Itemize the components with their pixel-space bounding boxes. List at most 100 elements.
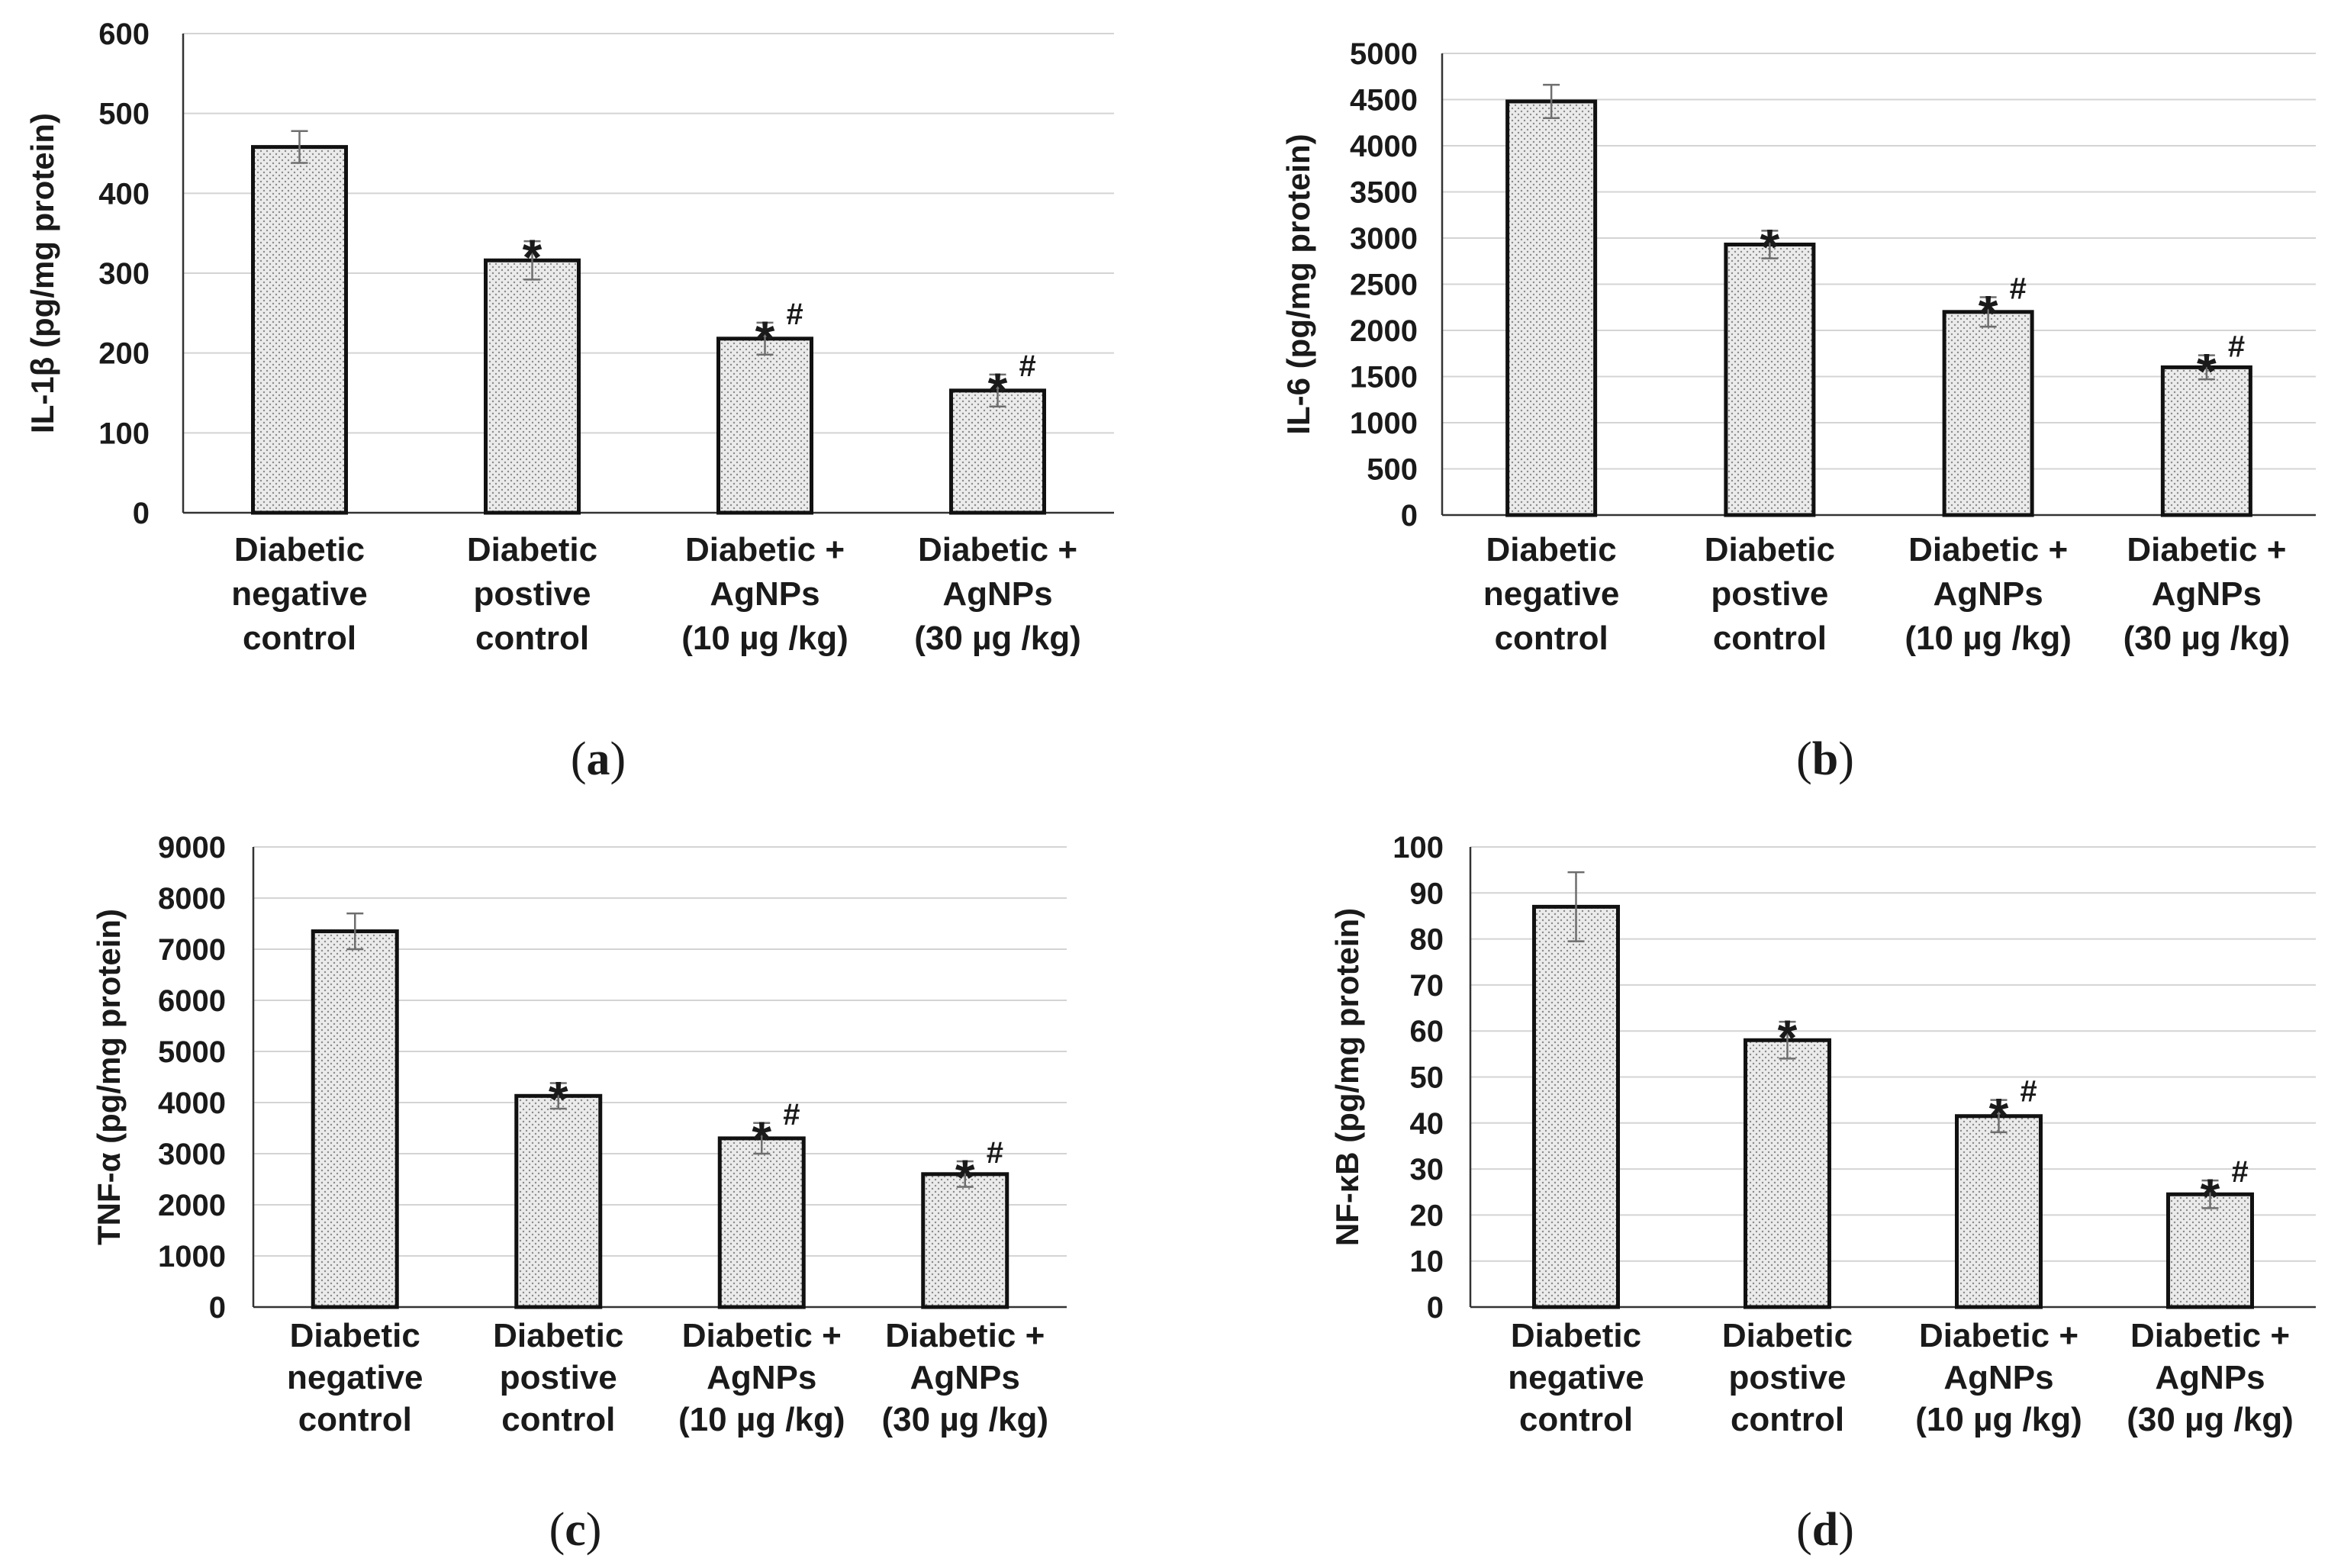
y-tick-label: 5000	[1350, 37, 1418, 71]
x-category-label: (10 µg /kg)	[1905, 620, 2072, 657]
bar	[1744, 1038, 1831, 1309]
y-tick-label: 4000	[1350, 130, 1418, 163]
y-tick-label: 5000	[158, 1035, 226, 1069]
x-category-label: Diabetic	[467, 531, 597, 568]
x-category-label: AgNPs	[710, 575, 819, 613]
y-axis-label: IL-1β (pg/mg protein)	[24, 113, 60, 433]
y-tick-label: 0	[209, 1291, 226, 1325]
significance-hash: #	[783, 1098, 800, 1132]
x-category-label: (30 µg /kg)	[882, 1401, 1049, 1438]
y-tick-label: 0	[1401, 499, 1418, 533]
x-category-label: postive	[473, 575, 591, 613]
panel-label-c: (c)	[549, 1504, 602, 1556]
y-tick-label: 9000	[158, 831, 226, 864]
x-category-label: Diabetic +	[2127, 531, 2286, 568]
x-category-label: Diabetic +	[682, 1317, 842, 1354]
x-category-label: Diabetic +	[1919, 1317, 2078, 1354]
x-category-label: Diabetic	[290, 1317, 420, 1354]
y-tick-label: 300	[98, 257, 150, 291]
x-category-label: (30 µg /kg)	[914, 620, 1081, 657]
chart-panel-d: 0 10 20 30 40 50 60 70 80 90 100 NF-κB (pg/mg prote…	[1329, 831, 2316, 1438]
y-tick-label: 500	[98, 98, 150, 131]
x-category-label: (10 µg /kg)	[1915, 1401, 2082, 1438]
significance-star: *	[1989, 1088, 2009, 1145]
significance-star: *	[988, 362, 1008, 419]
significance-hash: #	[987, 1136, 1003, 1170]
y-axis-label: NF-κB (pg/mg protein)	[1329, 908, 1365, 1246]
y-tick-label: 30	[1410, 1153, 1444, 1186]
x-category-label: negative	[1483, 575, 1620, 613]
y-tick-label: 1000	[1350, 407, 1418, 440]
y-tick-label: 4500	[1350, 84, 1418, 118]
bar	[1955, 1114, 2043, 1309]
x-category-label: control	[475, 620, 589, 657]
significance-hash: #	[2232, 1155, 2249, 1189]
x-category-label: Diabetic +	[2130, 1317, 2290, 1354]
panel-label-a: (a)	[571, 733, 626, 785]
significance-hash: #	[2020, 1075, 2037, 1109]
y-tick-label: 2000	[158, 1189, 226, 1222]
y-tick-label: 10	[1410, 1245, 1444, 1279]
y-tick-label: 100	[1393, 831, 1444, 864]
y-axis-label: TNF-α (pg/mg protein)	[91, 909, 127, 1245]
x-category-label: control	[501, 1401, 615, 1438]
x-category-label: (10 µg /kg)	[681, 620, 848, 657]
bar	[311, 929, 399, 1309]
panel-label-d: (d)	[1796, 1504, 1854, 1556]
significance-hash: #	[1019, 349, 1036, 383]
y-tick-label: 2500	[1350, 269, 1418, 302]
x-category-label: AgNPs	[1943, 1359, 2053, 1396]
y-axis-label: IL-6 (pg/mg protein)	[1280, 134, 1316, 434]
significance-star: *	[2201, 1168, 2220, 1225]
significance-star: *	[752, 1111, 771, 1167]
x-category-label: Diabetic +	[918, 531, 1077, 568]
y-tick-label: 200	[98, 337, 150, 371]
x-category-label: Diabetic	[1705, 531, 1835, 568]
y-tick-label: 1500	[1350, 361, 1418, 394]
y-tick-label: 60	[1410, 1015, 1444, 1048]
significance-star: *	[1760, 218, 1780, 275]
y-tick-label: 8000	[158, 882, 226, 916]
significance-star: *	[955, 1149, 975, 1206]
y-tick-label: 600	[98, 18, 150, 51]
x-category-label: (30 µg /kg)	[2124, 620, 2291, 657]
y-tick-label: 1000	[158, 1240, 226, 1273]
x-category-label: Diabetic	[1486, 531, 1617, 568]
y-tick-label: 3000	[158, 1138, 226, 1171]
bar	[949, 388, 1046, 515]
y-tick-label: 90	[1410, 877, 1444, 910]
x-category-label: AgNPs	[707, 1359, 816, 1396]
significance-star: *	[1979, 285, 1998, 341]
panel-label-b: (b)	[1796, 733, 1854, 785]
y-tick-label: 50	[1410, 1061, 1444, 1095]
x-category-label: postive	[500, 1359, 617, 1396]
bar	[251, 145, 348, 515]
x-category-label: control	[243, 620, 356, 657]
x-category-label: Diabetic +	[685, 531, 845, 568]
y-tick-label: 2000	[1350, 314, 1418, 348]
significance-hash: #	[2228, 330, 2245, 364]
significance-star: *	[755, 311, 775, 367]
significance-star: *	[1778, 1009, 1798, 1066]
x-category-label: (10 µg /kg)	[678, 1401, 845, 1438]
x-category-label: negative	[1508, 1359, 1644, 1396]
significance-star: *	[549, 1071, 568, 1128]
x-category-label: control	[1519, 1401, 1633, 1438]
significance-star: *	[523, 229, 543, 285]
x-category-label: AgNPs	[2152, 575, 2262, 613]
x-category-label: negative	[231, 575, 368, 613]
bar	[1942, 310, 2034, 517]
y-tick-label: 70	[1410, 969, 1444, 1003]
x-category-label: postive	[1711, 575, 1828, 613]
x-category-label: AgNPs	[942, 575, 1052, 613]
x-category-label: Diabetic +	[1908, 531, 2068, 568]
y-tick-label: 6000	[158, 984, 226, 1018]
x-category-label: control	[1495, 620, 1608, 657]
chart-panel-a: 0 100 200 300 400 500 600 IL-1β (pg/mg protein)…	[24, 18, 1114, 657]
bar	[514, 1093, 603, 1309]
y-tick-label: 20	[1410, 1199, 1444, 1232]
x-category-label: Diabetic	[493, 1317, 623, 1354]
x-category-label: AgNPs	[910, 1359, 1020, 1396]
x-category-label: control	[1731, 1401, 1844, 1438]
